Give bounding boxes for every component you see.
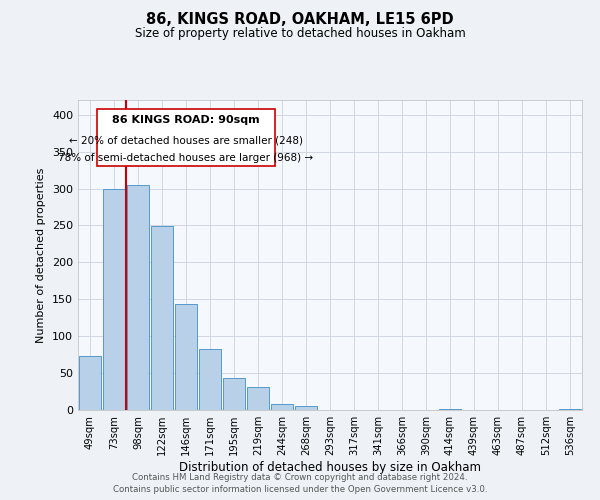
Bar bbox=[271, 404, 293, 410]
Text: ← 20% of detached houses are smaller (248): ← 20% of detached houses are smaller (24… bbox=[69, 135, 303, 145]
Text: 78% of semi-detached houses are larger (968) →: 78% of semi-detached houses are larger (… bbox=[58, 153, 314, 163]
Bar bbox=[127, 185, 149, 410]
X-axis label: Distribution of detached houses by size in Oakham: Distribution of detached houses by size … bbox=[179, 461, 481, 474]
Bar bbox=[175, 304, 197, 410]
Bar bbox=[559, 408, 581, 410]
Text: Contains public sector information licensed under the Open Government Licence v3: Contains public sector information licen… bbox=[113, 485, 487, 494]
Text: Size of property relative to detached houses in Oakham: Size of property relative to detached ho… bbox=[134, 28, 466, 40]
Y-axis label: Number of detached properties: Number of detached properties bbox=[37, 168, 46, 342]
Bar bbox=[295, 406, 317, 410]
Bar bbox=[247, 387, 269, 410]
Bar bbox=[223, 378, 245, 410]
Text: 86 KINGS ROAD: 90sqm: 86 KINGS ROAD: 90sqm bbox=[112, 116, 260, 126]
Bar bbox=[151, 226, 173, 410]
Text: Contains HM Land Registry data © Crown copyright and database right 2024.: Contains HM Land Registry data © Crown c… bbox=[132, 472, 468, 482]
Text: 86, KINGS ROAD, OAKHAM, LE15 6PD: 86, KINGS ROAD, OAKHAM, LE15 6PD bbox=[146, 12, 454, 28]
Bar bbox=[199, 348, 221, 410]
Bar bbox=[103, 188, 125, 410]
FancyBboxPatch shape bbox=[97, 109, 275, 166]
Bar bbox=[79, 356, 101, 410]
